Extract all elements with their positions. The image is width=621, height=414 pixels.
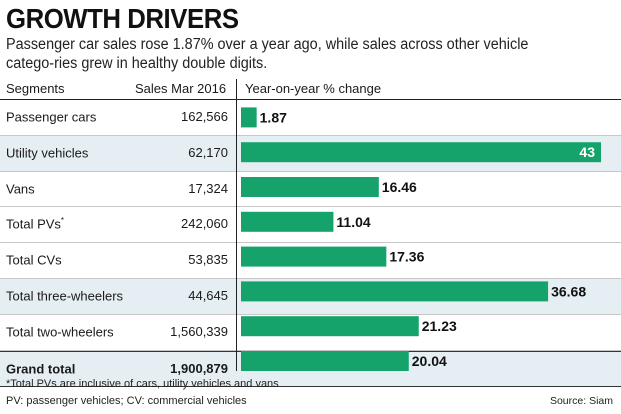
segment-label: Vans [6, 180, 35, 196]
sales-value: 1,560,339 [170, 323, 228, 339]
bar-4 [241, 211, 334, 232]
bar-value-label: 21.23 [422, 318, 457, 334]
source-note: Source: Siam [549, 395, 613, 407]
column-divider [236, 79, 237, 371]
sales-value: 1,900,879 [170, 360, 228, 376]
chart-subtitle: Passenger car sales rose 1.87% over a ye… [6, 36, 529, 72]
table-row: Vans 17,324 [0, 172, 621, 208]
sales-value: 62,170 [188, 144, 228, 160]
header-segments: Segments [6, 81, 65, 96]
table-row: Passenger cars 162,566 [0, 100, 621, 136]
bar-7 [241, 316, 419, 337]
sales-value: 53,835 [188, 252, 228, 268]
bar-value-label: 1.87 [260, 109, 287, 125]
bar-value-label: 17.36 [389, 249, 424, 265]
segment-label: Total three-wheelers [6, 288, 124, 304]
segment-label: Total two-wheelers [6, 324, 114, 340]
table-row: Total PVs* 242,060 [0, 207, 621, 244]
table-row: Total CVs 53,835 [0, 243, 621, 279]
segment-label: Passenger cars [6, 109, 97, 125]
segment-label: Utility vehicles [6, 145, 89, 161]
header-sales: Sales Mar 2016 [135, 81, 227, 96]
sales-value: 242,060 [181, 216, 228, 232]
segment-label: Total CVs [6, 252, 62, 268]
sales-value: 17,324 [188, 180, 228, 196]
chart-title: GROWTH DRIVERS [6, 3, 239, 34]
bar-value-label: 43 [579, 144, 595, 160]
footnote-pvs: *Total PVs are inclusive of cars, utilit… [6, 378, 279, 390]
table-row: Total two-wheelers 1,560,339 [0, 315, 621, 351]
sales-value: 44,645 [188, 287, 228, 303]
header-yoy: Year-on-year % change [245, 81, 382, 96]
bar-chart: 1.87 43 16.46 11.04 17.36 36.68 21.23 20.04 [241, 107, 601, 371]
bar-value-label: 11.04 [336, 214, 370, 230]
bar-2 [241, 142, 601, 163]
table-header: Segments Sales Mar 2016 Year-on-year % c… [0, 79, 621, 100]
bar-5 [241, 246, 387, 267]
bar-6 [241, 281, 549, 302]
bar-value-label: 36.68 [551, 283, 586, 299]
bar-8 [241, 351, 409, 371]
bar-value-label: 16.46 [382, 179, 417, 195]
segment-label: Total PVs* [6, 216, 65, 232]
bar-1 [241, 107, 257, 128]
bar-3 [241, 177, 379, 197]
bar-value-label: 20.04 [412, 353, 447, 369]
segment-label: Grand total [6, 360, 76, 376]
sales-value: 162,566 [181, 109, 228, 124]
footnote-abbreviations: PV: passenger vehicles; CV: commercial v… [6, 395, 247, 407]
